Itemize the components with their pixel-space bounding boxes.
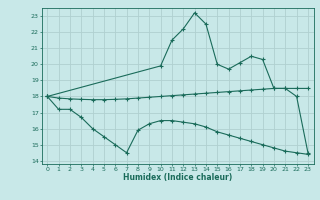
X-axis label: Humidex (Indice chaleur): Humidex (Indice chaleur) — [123, 173, 232, 182]
